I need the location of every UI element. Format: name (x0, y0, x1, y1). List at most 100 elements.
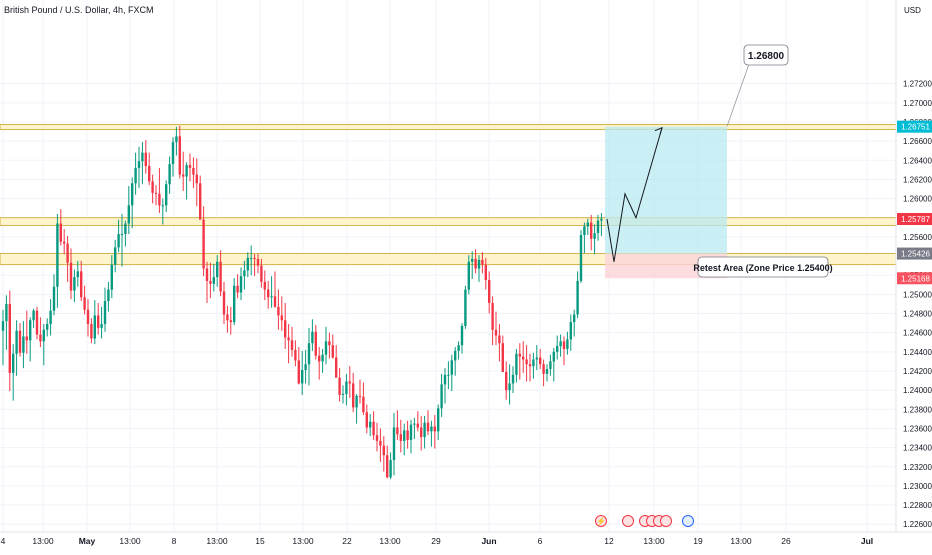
candle-body (399, 434, 402, 441)
candle-body (440, 384, 443, 409)
candle-body (498, 335, 501, 344)
candle-body (175, 136, 178, 143)
candle-body (15, 330, 18, 354)
candle-body (161, 205, 164, 207)
candle-body (212, 277, 215, 284)
price-tick-label: 1.24400 (903, 348, 932, 357)
price-tick-label: 1.27200 (903, 80, 932, 89)
time-tick-label: 26 (781, 536, 791, 546)
candle-body (406, 430, 409, 440)
candle-body (491, 302, 494, 330)
candle-body (222, 291, 226, 315)
candle-body (270, 296, 273, 298)
candle-body (103, 301, 107, 325)
time-tick-label: 29 (431, 536, 441, 546)
candle-body (52, 286, 56, 311)
candle-body (396, 427, 399, 435)
time-axis[interactable]: 4 13:00 May 13:00 8 13:00 15 13:00 22 13:00 29 Jun 6… (1, 536, 874, 546)
candle-body (165, 184, 168, 206)
callout-box[interactable] (743, 44, 789, 66)
candle-body (559, 341, 562, 347)
candle-body (226, 314, 229, 321)
event-flag-icon[interactable] (682, 515, 694, 527)
zone-mid[interactable] (0, 217, 897, 226)
candle-body (253, 257, 256, 259)
event-flag-icon[interactable] (622, 515, 634, 527)
price-badge[interactable] (897, 120, 932, 133)
price-badge[interactable] (897, 247, 932, 260)
price-tick-label: 1.23800 (903, 405, 932, 414)
price-tick-label: 1.25600 (903, 233, 932, 242)
time-tick-label: 15 (255, 536, 265, 546)
candle-body (471, 258, 474, 262)
candle-body (593, 233, 596, 239)
candle-body (134, 167, 137, 184)
price-tick-label: 1.25000 (903, 290, 932, 299)
candle-body (243, 270, 246, 277)
candle-body (171, 142, 175, 165)
candle-body (151, 181, 154, 193)
price-tick-label: 1.22600 (903, 520, 932, 529)
candle-body (528, 364, 532, 367)
candle-body (273, 296, 277, 307)
price-badge-text: 1.25168 (901, 274, 930, 283)
candle-body (124, 223, 127, 235)
candle-body (32, 310, 35, 321)
event-lightning-icon[interactable] (595, 515, 607, 527)
candle-body (569, 322, 572, 340)
candle-body (233, 285, 236, 323)
candle-body (324, 341, 328, 355)
candle-body (314, 331, 317, 356)
currency-label: USD (904, 6, 921, 15)
event-flag-icon[interactable] (660, 515, 672, 527)
candle-body (464, 289, 467, 326)
candle-body (236, 285, 239, 293)
candle-body (382, 445, 385, 456)
candle-body (341, 393, 345, 395)
candle-body (90, 324, 93, 339)
candle-body (188, 165, 192, 168)
candle-body (539, 357, 542, 365)
candle-body (277, 306, 280, 316)
candle-body (505, 371, 508, 391)
candle-body (284, 320, 287, 338)
price-tick-label: 1.26000 (903, 195, 932, 204)
symbol-title: British Pound / U.S. Dollar, 4h, FXCM (4, 5, 154, 15)
price-tick-label: 1.24000 (903, 386, 932, 395)
candle-body (260, 265, 263, 282)
candle-body (239, 276, 243, 293)
candle-body (583, 226, 586, 235)
candle-body (63, 241, 66, 244)
candle-body (447, 374, 450, 376)
candle-body (131, 183, 134, 206)
candle-body (263, 281, 266, 290)
candle-body (460, 325, 464, 346)
candle-body (199, 183, 202, 220)
candle-body (29, 320, 32, 341)
price-badge-text: 1.25426 (901, 250, 930, 259)
candle-body (542, 364, 545, 374)
candle-body (256, 258, 260, 266)
candle-body (69, 262, 73, 291)
candle-body (596, 220, 600, 234)
price-badge[interactable] (897, 212, 932, 225)
callout-text: 1.26800 (748, 51, 785, 62)
candle-body (365, 412, 368, 428)
price-tick-label: 1.26600 (903, 137, 932, 146)
candle-body (579, 234, 583, 281)
candle-body (158, 193, 161, 206)
candle-body (494, 329, 498, 336)
candle-body (518, 353, 521, 357)
target-area[interactable] (605, 126, 727, 254)
candle-body (35, 310, 39, 335)
price-axis[interactable]: 1.272001.270001.268001.266001.264001.262… (897, 80, 932, 530)
price-badge[interactable] (897, 272, 932, 285)
candle-body (66, 243, 69, 263)
candle-body (117, 234, 120, 248)
zone-resistance[interactable] (0, 123, 897, 131)
projection-arrowhead (654, 126, 663, 135)
candle-body (192, 167, 195, 175)
lightning-glyph: ⚡ (596, 516, 606, 526)
callout-box[interactable] (697, 256, 829, 278)
